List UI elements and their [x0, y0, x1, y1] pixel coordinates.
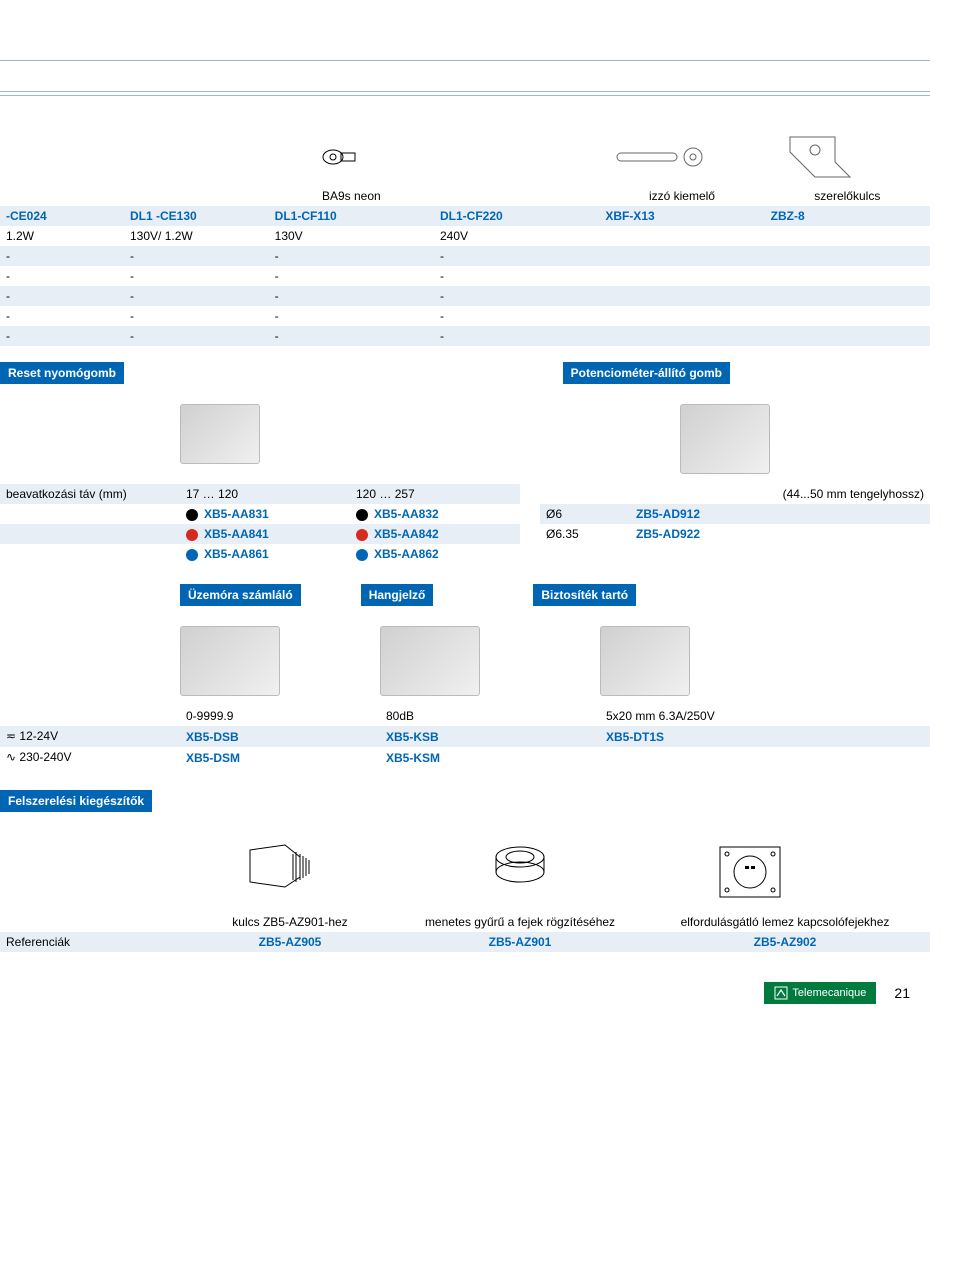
col-range: 17 … 120 — [180, 484, 350, 504]
ref-cell: XB5-AA841 — [204, 527, 269, 541]
color-dot — [356, 549, 368, 561]
ref-cell: ZB5-AD912 — [630, 504, 930, 524]
ref-cell: XB5-AA862 — [374, 547, 439, 561]
reset-reference-table: beavatkozási táv (mm) 17 … 120 120 … 257… — [0, 484, 520, 564]
color-dot — [356, 509, 368, 521]
spec-cell: 130V/ 1.2W — [124, 226, 269, 246]
rule-block — [0, 60, 930, 96]
brand-name: Telemecanique — [792, 987, 866, 999]
color-dot — [356, 529, 368, 541]
spec-cell: 80dB — [380, 706, 600, 726]
ac-icon: ∿ — [6, 750, 16, 764]
top-reference-table: -CE024 DL1 -CE130 DL1-CF110 DL1-CF220 XB… — [0, 206, 930, 346]
key-tool-icon — [245, 842, 335, 892]
section-heading-reset: Reset nyomógomb — [0, 362, 124, 384]
pot-note: (44...50 mm tengelyhossz) — [630, 484, 930, 504]
ref-cell: XB5-AA842 — [374, 527, 439, 541]
ref-cell: DL1-CF220 — [434, 206, 599, 226]
ref-cell: DL1-CF110 — [269, 206, 434, 226]
acc-col-label: elfordulásgátló lemez kapcsolófejekhez — [640, 912, 930, 932]
col-label: BA9s neon — [269, 186, 434, 206]
section-heading-hours: Üzemóra számláló — [180, 584, 301, 606]
threaded-ring-icon — [490, 842, 550, 892]
acc-col-label: menetes gyűrű a fejek rögzítéséhez — [400, 912, 640, 932]
section-heading-pot: Potenciométer-állító gomb — [563, 362, 730, 384]
mounting-key-icon — [785, 132, 855, 182]
col-range: 120 … 257 — [350, 484, 520, 504]
acc-col-label: kulcs ZB5-AZ901-hez — [180, 912, 400, 932]
row-lead: Referenciák — [0, 932, 180, 952]
pot-key: Ø6 — [540, 504, 630, 524]
pot-reference-table: (44...50 mm tengelyhossz) Ø6 ZB5-AD912 Ø… — [540, 484, 930, 544]
ref-cell: XBF-X13 — [599, 206, 764, 226]
page-number: 21 — [894, 985, 910, 1001]
ref-cell: -CE024 — [0, 206, 124, 226]
spec-cell: 1.2W — [0, 226, 124, 246]
voltage-cell: 230-240V — [19, 750, 71, 764]
ref-cell: XB5-AA861 — [204, 547, 269, 561]
accessories-reference-table: kulcs ZB5-AZ901-hez menetes gyűrű a feje… — [0, 912, 930, 952]
spec-cell: 240V — [434, 226, 599, 246]
fuse-holder-image — [600, 626, 690, 696]
section-heading-fuse: Biztosíték tartó — [533, 584, 636, 606]
ref-cell: XB5-DT1S — [600, 726, 930, 747]
voltage-cell: 12-24V — [19, 729, 58, 743]
section-heading-buzzer: Hangjelző — [361, 584, 434, 606]
ref-cell: ZB5-AZ901 — [400, 932, 640, 952]
ref-cell: XB5-KSM — [380, 747, 600, 768]
row-lead: beavatkozási táv (mm) — [0, 484, 180, 504]
extractor-tool-icon — [615, 145, 705, 169]
ref-cell: ZB5-AD922 — [630, 524, 930, 544]
ref-cell: ZB5-AZ902 — [640, 932, 930, 952]
ref-cell: XB5-KSB — [380, 726, 600, 747]
ref-cell: ZB5-AZ905 — [180, 932, 400, 952]
acdc-icon: ≂ — [6, 729, 16, 743]
potentiometer-knob-image — [680, 404, 770, 474]
ref-cell: XB5-AA831 — [204, 507, 269, 521]
devices-reference-table: 0-9999.9 80dB 5x20 mm 6.3A/250V ≂ 12-24V… — [0, 706, 930, 768]
pot-key: Ø6.35 — [540, 524, 630, 544]
spec-cell: 5x20 mm 6.3A/250V — [600, 706, 930, 726]
spec-cell: 130V — [269, 226, 434, 246]
brand-mark-icon — [774, 986, 788, 1000]
color-dot — [186, 529, 198, 541]
spec-cell: 0-9999.9 — [180, 706, 380, 726]
col-label: izzó kiemelő — [599, 186, 764, 206]
buzzer-image — [380, 626, 480, 696]
reset-button-image — [180, 404, 260, 464]
ref-cell: XB5-DSM — [180, 747, 380, 768]
anti-rotation-plate-icon — [715, 842, 785, 902]
section-heading-accessories: Felszerelési kiegészítők — [0, 790, 152, 812]
col-label: szerelőkulcs — [765, 186, 930, 206]
ref-cell: XB5-DSB — [180, 726, 380, 747]
color-dot — [186, 509, 198, 521]
ref-cell: XB5-AA832 — [374, 507, 439, 521]
color-dot — [186, 549, 198, 561]
ref-cell: DL1 -CE130 — [124, 206, 269, 226]
hour-meter-image — [180, 626, 280, 696]
top-header-labels: BA9s neon izzó kiemelő szerelőkulcs — [0, 186, 930, 206]
ref-cell: ZBZ-8 — [765, 206, 930, 226]
brand-logo: Telemecanique — [764, 982, 876, 1004]
neon-bulb-icon — [319, 143, 361, 171]
